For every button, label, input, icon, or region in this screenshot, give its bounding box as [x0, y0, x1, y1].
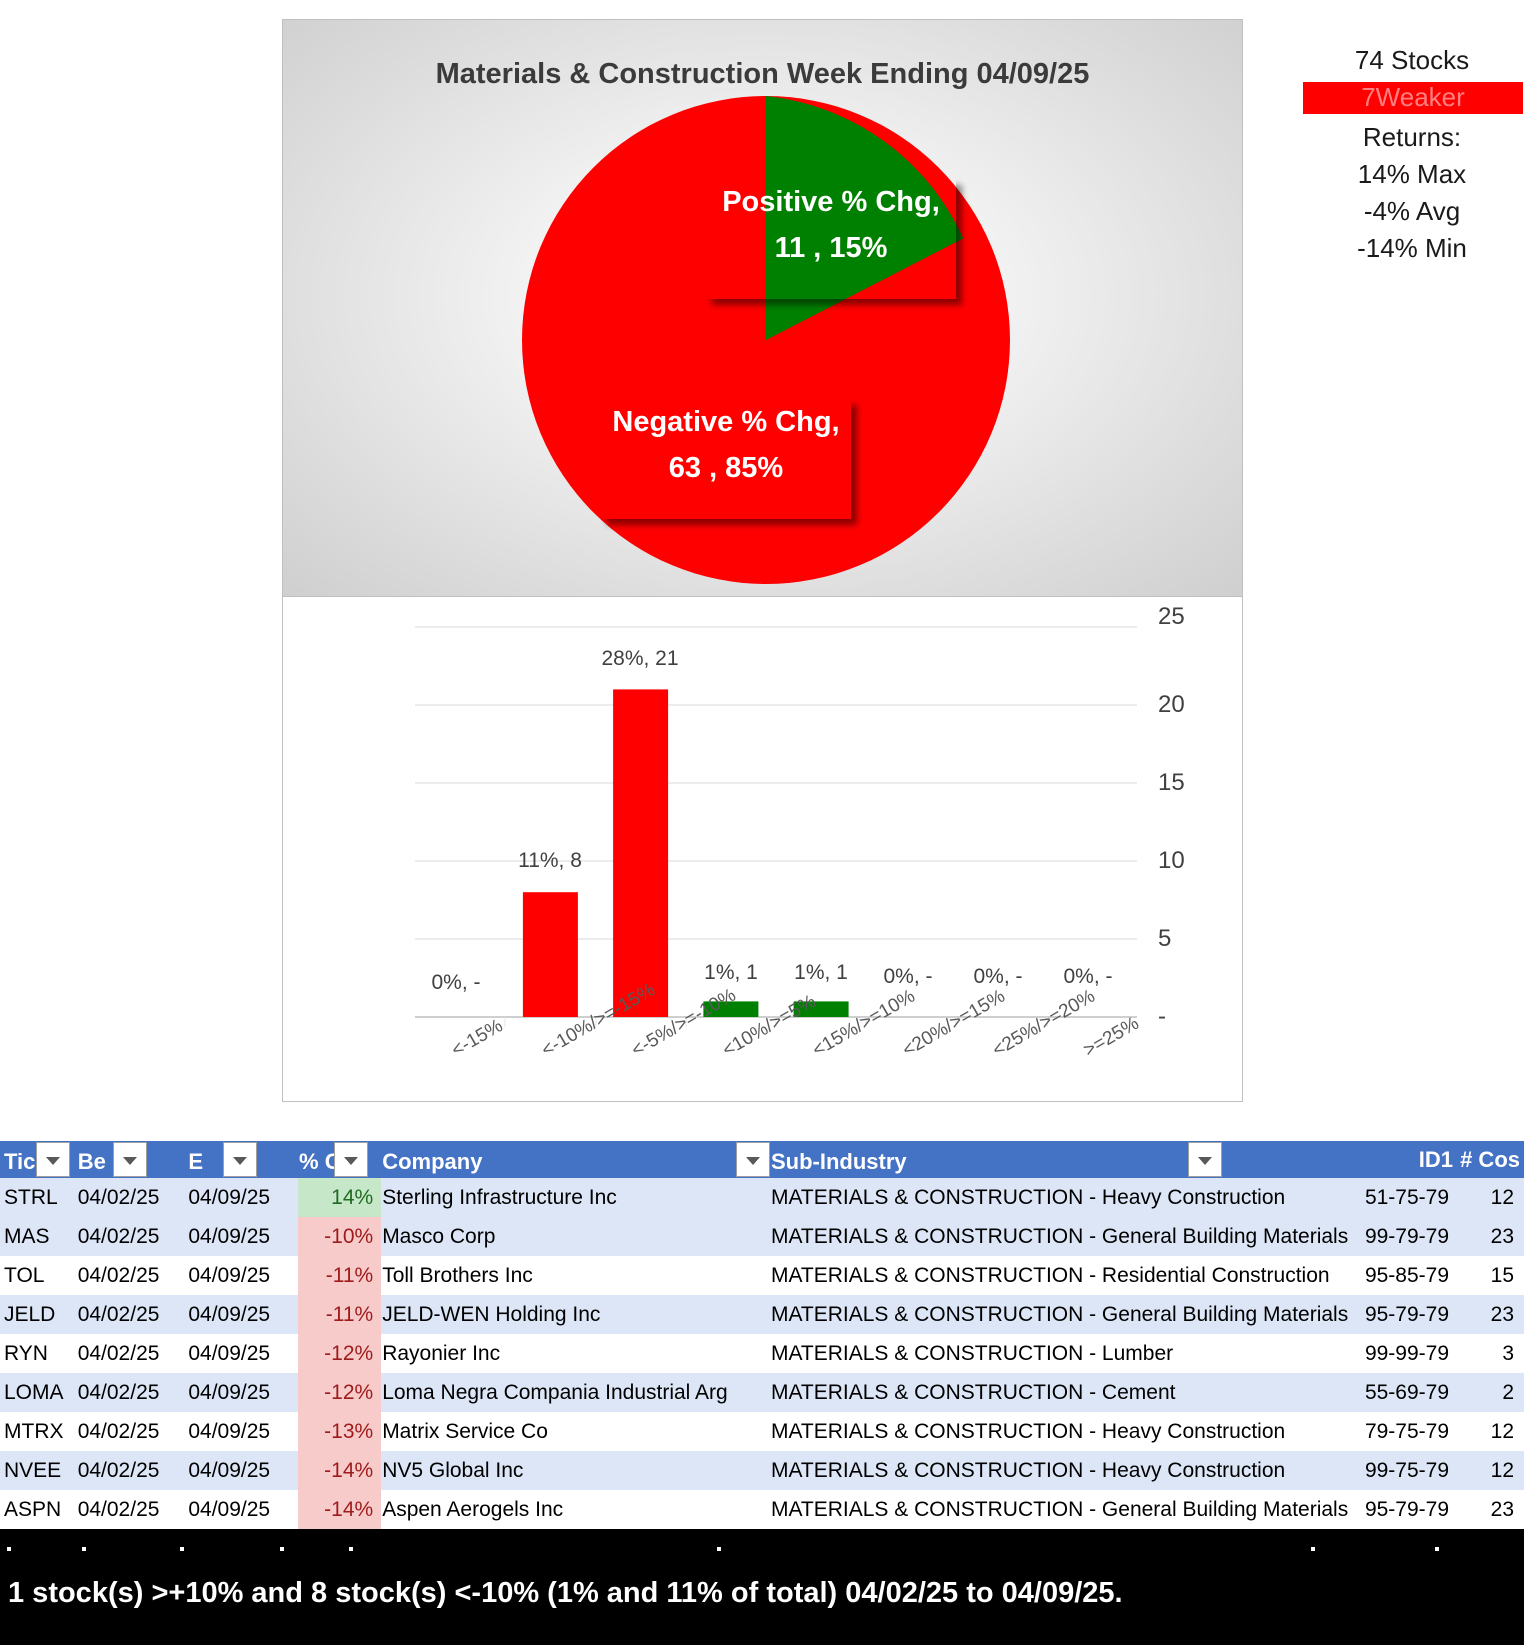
svg-text:5: 5: [1158, 925, 1171, 952]
svg-text:1%, 1: 1%, 1: [794, 961, 848, 984]
svg-text:1%, 1: 1%, 1: [704, 961, 758, 984]
svg-text:15: 15: [1158, 769, 1185, 796]
svg-text:28%, 21: 28%, 21: [601, 647, 678, 670]
svg-text:10: 10: [1158, 847, 1185, 874]
svg-text:20: 20: [1158, 691, 1185, 718]
svg-text:0%, -: 0%, -: [431, 971, 480, 994]
svg-text:25: 25: [1158, 603, 1185, 630]
svg-text:11%, 8: 11%, 8: [518, 849, 582, 872]
